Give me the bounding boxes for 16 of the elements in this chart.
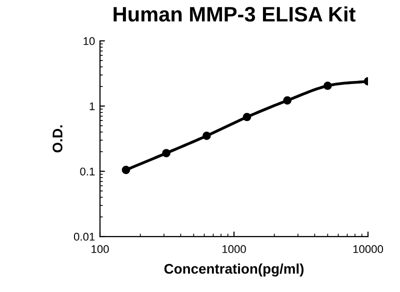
- point: [202, 132, 211, 140]
- y-tick-label: 0.01: [74, 232, 95, 241]
- chart-title: Human MMP-3 ELISA Kit: [114, 6, 356, 22]
- point: [122, 166, 130, 174]
- y-tick-label: 1: [90, 102, 95, 110]
- point: [162, 148, 170, 158]
- y-tick-label: 0.1: [80, 168, 95, 176]
- y-tick-label: 10: [84, 37, 95, 46]
- point: [283, 96, 292, 105]
- point: [242, 112, 252, 122]
- x-axis-title: Concentration(pg/ml): [164, 264, 304, 277]
- point: [323, 82, 332, 90]
- x-tick-label: 1000: [222, 245, 246, 254]
- y-axis-title: O.D.: [52, 125, 62, 152]
- x-tick-label: 10000: [353, 245, 384, 254]
- x-tick-label: 100: [92, 245, 109, 254]
